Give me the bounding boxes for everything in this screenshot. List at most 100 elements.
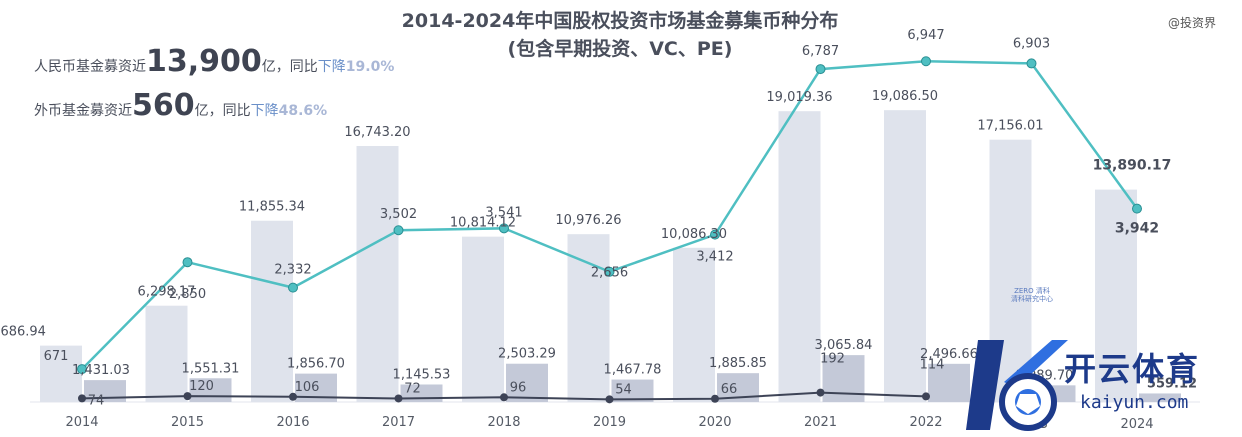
rmb-bar-2015	[145, 305, 188, 402]
fx-count-label-2018: 96	[510, 380, 527, 395]
rmb-count-point-2022	[921, 56, 931, 67]
x-tick-label-2017: 2017	[382, 415, 415, 430]
fx-summary-amount: 560	[132, 88, 195, 123]
rmb-count-point-2017	[393, 225, 404, 236]
rmb-bar-label-2019: 10,976.26	[555, 213, 621, 228]
rmb-summary-down: 下降	[317, 59, 346, 75]
source-watermark: @投资界	[1168, 16, 1217, 30]
x-tick-label-2014: 2014	[65, 415, 98, 430]
rmb-bar-label-2016: 11,855.34	[239, 200, 305, 215]
fx-summary-prefix: 外币基金募资近	[34, 103, 132, 119]
fx-bar-label-2015: 1,551.31	[182, 361, 240, 376]
fx-summary-pct: 48.6%	[278, 103, 328, 119]
fx-count-label-2015: 120	[189, 379, 214, 394]
fx-bar-label-2024: 559.12	[1147, 376, 1197, 391]
x-tick-label-2016: 2016	[276, 415, 309, 430]
x-tick-label-2024: 2024	[1120, 417, 1153, 432]
rmb-count-point-2018	[499, 223, 509, 234]
chart-title: 2014-2024年中国股权投资市场基金募集币种分布	[401, 10, 839, 32]
rmb-summary: 人民币基金募资近13,900亿，同比下降19.0%	[34, 44, 394, 79]
x-tick-label-2020: 2020	[698, 415, 731, 430]
rmb-count-label-2020: 3,412	[696, 250, 733, 265]
x-tick-label-2022: 2022	[909, 415, 942, 430]
fx-count-label-2020: 66	[721, 382, 738, 397]
rmb-count-point-2019	[604, 266, 615, 277]
rmb-summary-pct: 19.0%	[345, 59, 395, 75]
fx-bar-label-2016: 1,856.70	[287, 357, 345, 372]
fx-bar-label-2014: 1,431.03	[72, 363, 130, 378]
fx-bar-2014	[84, 380, 126, 402]
fx-summary: 外币基金募资近560亿，同比下降48.6%	[34, 88, 327, 123]
fx-bar-2024	[1139, 393, 1181, 402]
rmb-bar-label-2020: 10,086.30	[661, 227, 727, 242]
rmb-count-label-2017: 3,502	[380, 207, 417, 222]
fx-summary-down: 下降	[250, 103, 279, 119]
rmb-bar-label-2017: 16,743.20	[344, 125, 410, 140]
fx-count-point-2020	[711, 394, 719, 403]
rmb-bar-2021	[778, 111, 821, 403]
x-tick-label-2018: 2018	[487, 415, 520, 430]
rmb-bar-2017	[356, 145, 399, 403]
rmb-count-label-2023: 6,903	[1013, 36, 1050, 51]
rmb-bar-2018	[462, 236, 504, 402]
fx-bar-label-2020: 1,885.85	[709, 356, 767, 371]
fx-bar-2018	[506, 363, 548, 402]
fx-bar-label-2018: 2,503.29	[498, 347, 556, 362]
brand-watermark: 开云体育 kaiyun.com	[960, 330, 1242, 437]
rmb-count-point-2016	[288, 282, 298, 293]
fx-summary-suffix: 亿，同比	[194, 103, 251, 119]
fx-count-point-2019	[605, 395, 614, 404]
x-tick-label-2015: 2015	[171, 415, 204, 430]
rmb-bar-2022	[884, 110, 926, 402]
fx-count-point-2016	[289, 392, 297, 401]
rmb-bar-2014	[40, 345, 82, 402]
rmb-count-label-2018: 3,541	[485, 205, 522, 220]
rmb-count-point-2020	[710, 229, 720, 240]
x-tick-label-2021: 2021	[804, 415, 837, 430]
stamp-line-2: 清科研究中心	[1011, 295, 1053, 303]
kaiyun-logo-icon	[966, 340, 1068, 431]
x-tick-label-2019: 2019	[593, 415, 626, 430]
stamp-line-1: ZERO 清科	[1014, 287, 1050, 295]
zero-stamp: ZERO 清科 清科研究中心	[1010, 287, 1054, 303]
fx-bar-2022	[928, 363, 970, 402]
rmb-bar-label-2014: 3,686.94	[0, 325, 46, 340]
fx-count-point-2021	[816, 388, 825, 397]
rmb-bar-label-2021: 19,019.36	[766, 90, 832, 105]
rmb-bar-label-2018: 10,814.12	[450, 216, 516, 231]
fx-bar-label-2017: 1,145.53	[393, 367, 451, 382]
rmb-bar-2020	[673, 247, 715, 402]
fx-count-label-2022: 114	[920, 357, 945, 372]
fx-count-point-2015	[183, 392, 192, 401]
rmb-bar-label-2015: 6,298.17	[138, 285, 196, 300]
rmb-count-point-2024	[1132, 203, 1142, 214]
rmb-bar-label-2022: 19,086.50	[872, 89, 938, 104]
fx-count-label-2019: 54	[615, 382, 632, 397]
fx-count-point-2014	[78, 394, 86, 403]
rmb-count-label-2022: 6,947	[907, 28, 944, 43]
chart-subtitle: (包含早期投资、VC、PE)	[507, 38, 733, 60]
rmb-count-label-2024: 3,942	[1115, 221, 1159, 237]
brand-name-cn: 开云体育	[1064, 350, 1201, 388]
fx-bar-label-2019: 1,467.78	[604, 363, 662, 378]
rmb-count-point-2014	[77, 364, 87, 375]
rmb-count-label-2016: 2,332	[274, 263, 311, 278]
rmb-bar-label-2024: 13,890.17	[1093, 158, 1172, 174]
fx-count-label-2014: 74	[88, 393, 105, 408]
rmb-bar-2024	[1095, 189, 1137, 402]
rmb-count-label-2019: 2,656	[591, 266, 628, 281]
rmb-count-point-2015	[182, 257, 193, 268]
fx-count-point-2018	[500, 393, 508, 402]
rmb-summary-prefix: 人民币基金募资近	[34, 59, 146, 75]
rmb-bar-2016	[251, 220, 293, 402]
fx-bar-label-2022: 2,496.66	[920, 347, 978, 362]
fx-count-point-2017	[394, 394, 403, 403]
rmb-count-label-2015: 2,850	[169, 287, 206, 302]
fx-count-label-2016: 106	[295, 380, 320, 395]
fx-bar-2019	[611, 379, 654, 402]
rmb-count-label-2014: 671	[44, 349, 69, 364]
rmb-summary-amount: 13,900	[146, 44, 262, 79]
rmb-summary-suffix: 亿，同比	[261, 59, 318, 75]
brand-name-en: kaiyun.com	[1080, 392, 1189, 413]
fx-count-point-2022	[922, 392, 930, 401]
